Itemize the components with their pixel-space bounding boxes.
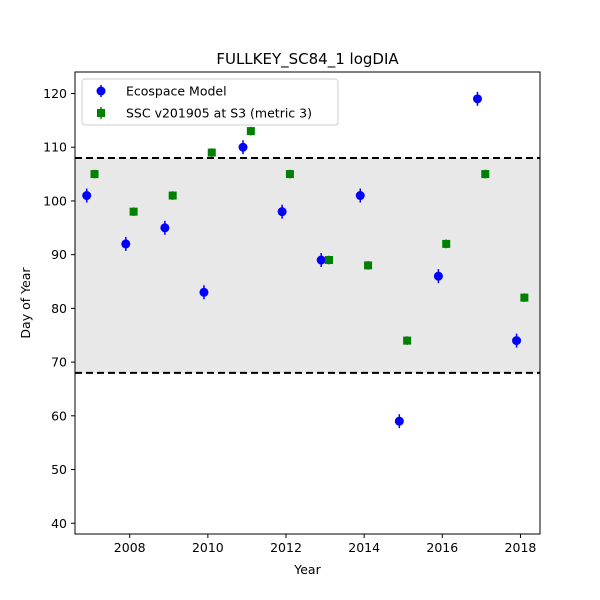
legend-box [81,78,339,126]
data-point [324,256,333,265]
data-point [481,170,490,179]
data-point [442,239,451,248]
x-tick-label: 2010 [192,540,224,555]
legend-label: SSC v201905 at S3 (metric 3) [126,106,312,121]
data-point [238,142,248,152]
data-point [316,255,326,265]
y-tick-label: 90 [51,247,67,262]
data-point [246,127,255,136]
legend-marker [96,86,106,96]
legend-label: Ecospace Model [126,84,227,99]
data-point [82,191,92,201]
data-point [433,271,443,281]
data-point [121,239,131,249]
data-point [394,416,404,426]
series-1 [82,91,522,429]
y-tick-label: 120 [43,86,67,101]
data-point [277,207,287,217]
data-point [512,336,522,346]
x-tick-label: 2008 [114,540,146,555]
data-point [364,261,373,270]
data-point [520,293,529,302]
chart-title: FULLKEY_SC84_1 logDIA [216,50,399,69]
data-point [285,170,294,179]
data-point [355,191,365,201]
data-point [160,223,170,233]
y-ticks: 40 50 60 70 80 90 100 110 120 [43,86,75,531]
y-axis-label: Day of Year [18,267,33,339]
y-tick-label: 70 [51,355,67,370]
reference-band [75,157,540,373]
data-point [472,94,482,104]
axes-frame [74,71,541,535]
data-point [199,287,209,297]
y-tick-label: 110 [43,140,67,155]
y-tick-label: 80 [51,301,67,316]
data-point [168,191,177,200]
y-tick-label: 60 [51,408,67,423]
x-tick-label: 2014 [348,540,380,555]
y-tick-label: 40 [51,516,67,531]
x-tick-label: 2018 [505,540,537,555]
data-point [129,207,138,216]
x-ticks: 2008 2010 2012 2014 2016 2018 [114,534,537,555]
x-tick-label: 2016 [426,540,458,555]
legend-marker [97,109,105,117]
legend: Ecospace Model SSC v201905 at S3 (metric … [81,78,339,126]
y-tick-label: 50 [51,462,67,477]
data-point [207,148,216,157]
x-axis-label: Year [293,562,321,577]
x-tick-label: 2012 [270,540,302,555]
series-2 [90,126,529,345]
data-point [403,336,412,345]
plot-area [74,71,541,535]
y-tick-label: 100 [43,193,67,208]
data-point [90,170,99,179]
